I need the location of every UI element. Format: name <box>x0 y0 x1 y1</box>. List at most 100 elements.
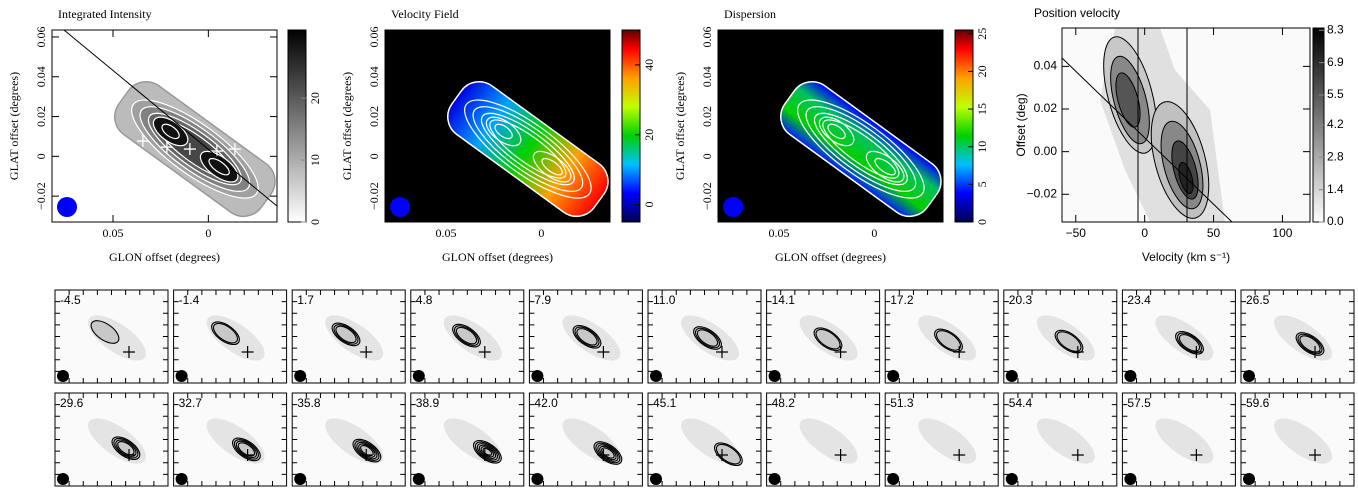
cross-marker <box>953 346 966 358</box>
y-tick-label: 0.02 <box>700 106 714 127</box>
channel-tick <box>173 290 287 383</box>
channel-tick <box>648 290 761 383</box>
cross-marker <box>183 143 196 156</box>
contour <box>813 112 908 186</box>
x-tick-label: 0 <box>205 226 211 240</box>
channel-tick <box>529 393 643 486</box>
colorbar-label: 20 <box>308 92 322 104</box>
channel-velocity: 17.2 <box>890 293 914 307</box>
cross-marker <box>1190 346 1203 358</box>
channel-tick <box>529 393 643 486</box>
channel-contour <box>331 322 361 347</box>
channel-tick <box>529 393 643 486</box>
channel-frame <box>528 289 643 384</box>
cross-marker <box>478 346 491 358</box>
channel-tick <box>55 290 168 383</box>
cross-marker <box>834 449 847 461</box>
channel-contour <box>1054 329 1084 354</box>
channel-tick <box>1241 393 1354 486</box>
cross-marker <box>716 449 728 461</box>
channel-tick <box>1241 393 1354 486</box>
channel-contour <box>1178 334 1201 352</box>
x-tick-label: 0 <box>871 226 877 240</box>
beam <box>294 370 307 382</box>
channel-contour <box>696 329 719 347</box>
channel-tick <box>1122 290 1236 383</box>
channel-contour <box>935 330 962 351</box>
channel-frame <box>766 289 881 384</box>
frame <box>384 29 611 223</box>
channel-tick <box>292 393 406 486</box>
channel-tick <box>55 393 168 486</box>
channel-tick <box>173 393 287 486</box>
channel-tick <box>529 290 643 383</box>
channel-contour <box>1297 333 1323 355</box>
channel-contour <box>601 447 615 459</box>
channel-velocity: 14.1 <box>772 293 796 307</box>
y-tick-label: 0 <box>367 153 381 159</box>
channel-tick <box>648 290 761 383</box>
channel-tick <box>885 393 999 486</box>
channel-tick <box>529 290 643 383</box>
channel-velocity: 45.1 <box>653 396 677 410</box>
channel-tick <box>766 393 880 486</box>
channel-contour <box>1295 332 1325 356</box>
y-axis-label: GLAT offset (degrees) <box>673 72 687 180</box>
channel-contour <box>1176 332 1203 354</box>
cross-marker <box>953 449 966 461</box>
channel-velocity: 48.2 <box>772 396 796 410</box>
beam <box>531 473 544 485</box>
colorbar-label: 0 <box>308 219 322 225</box>
cross-marker <box>597 346 610 358</box>
channel-contour <box>237 442 256 457</box>
channel-tick <box>1122 290 1236 383</box>
channel-contour <box>354 440 380 461</box>
pv-cut <box>63 29 278 207</box>
y-tick-label: 0.04 <box>700 66 714 87</box>
channel-tick <box>766 393 880 486</box>
cross-marker <box>241 346 254 358</box>
beam <box>57 197 77 217</box>
channel-tick <box>885 290 999 383</box>
channel-tick <box>410 290 524 383</box>
channel-tick <box>1241 290 1354 383</box>
channel-tick <box>766 393 880 486</box>
x-tick-label: 0.05 <box>103 226 124 240</box>
beam <box>650 473 662 485</box>
channel-tick <box>1003 393 1117 486</box>
y-tick-label: 0.06 <box>367 26 381 47</box>
channel-tick <box>529 290 643 383</box>
channel-frame <box>528 392 643 487</box>
panel-title: Dispersion <box>724 7 776 21</box>
channel-tick <box>292 393 406 486</box>
channel-contour <box>452 323 481 348</box>
colorbar-label: 8.3 <box>1327 22 1344 36</box>
channel-tick <box>55 290 168 383</box>
channel-contour <box>113 437 139 459</box>
beam <box>57 370 69 382</box>
channel-tick <box>1241 290 1354 383</box>
channel-tick <box>766 290 880 383</box>
channel-velocity: 11.0 <box>653 293 676 307</box>
channel-tick <box>885 290 999 383</box>
cross-marker <box>1309 449 1321 461</box>
contour <box>161 123 180 140</box>
channel-tick <box>885 290 999 383</box>
channel-tick <box>292 393 406 486</box>
emission-region <box>780 81 942 218</box>
channel-tick <box>766 393 880 486</box>
channel-velocity: -1.4 <box>179 293 200 307</box>
channel-frame <box>173 392 288 487</box>
channel-tick <box>1122 290 1236 383</box>
channel-tick <box>292 290 406 383</box>
cross-marker <box>1071 449 1084 461</box>
beam <box>1243 473 1255 485</box>
cross-marker <box>834 346 847 358</box>
channel-contour <box>934 328 963 353</box>
y-tick-label: 0.04 <box>1034 59 1058 73</box>
channel-velocity: 4.8 <box>416 293 433 307</box>
y-tick-label: 0.02 <box>367 106 381 127</box>
channel-tick <box>1241 290 1354 383</box>
colorbar-label: 4.2 <box>1327 117 1344 131</box>
beam <box>768 370 781 382</box>
